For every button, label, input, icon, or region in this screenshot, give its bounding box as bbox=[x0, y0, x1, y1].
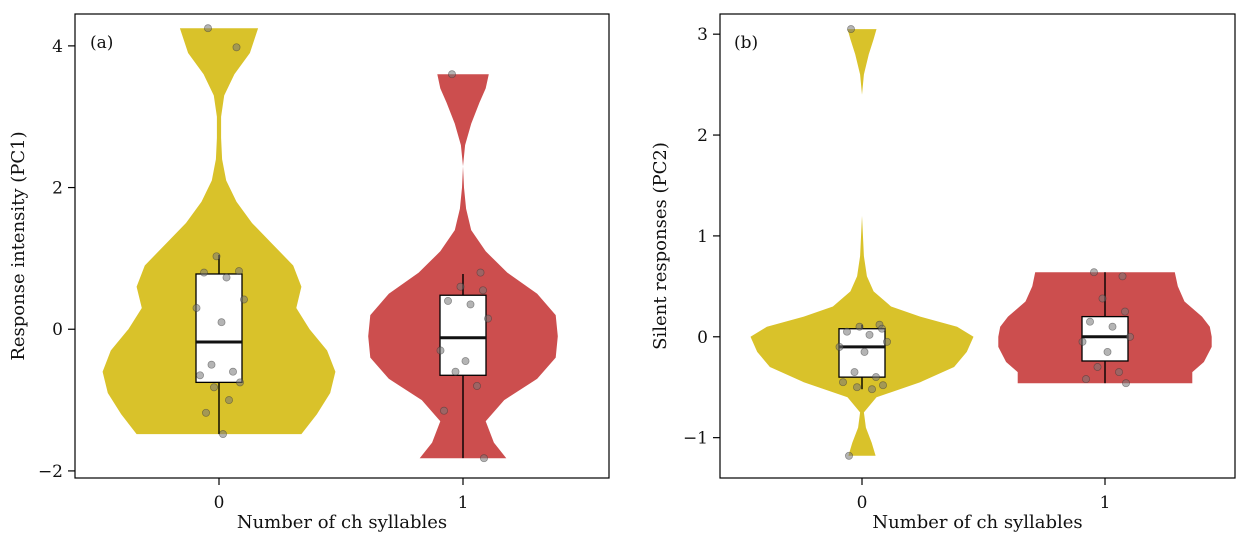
data-point bbox=[451, 367, 460, 376]
data-point bbox=[236, 378, 244, 387]
y-tick-label: 3 bbox=[697, 25, 708, 45]
violin-0 bbox=[102, 28, 336, 435]
y-tick-label: 0 bbox=[697, 328, 708, 348]
y-axis-label: Silent responses (PC2) bbox=[650, 142, 671, 350]
plot-frame bbox=[74, 13, 610, 479]
y-tick-label: 0 bbox=[52, 320, 63, 340]
data-point bbox=[1078, 337, 1087, 346]
data-point bbox=[1115, 368, 1123, 377]
violin-0 bbox=[750, 29, 974, 456]
plot-frame bbox=[719, 13, 1236, 479]
data-point bbox=[839, 378, 847, 387]
data-point bbox=[235, 267, 243, 276]
data-point bbox=[479, 286, 487, 295]
data-point bbox=[835, 342, 844, 351]
data-point bbox=[466, 300, 475, 309]
data-point bbox=[855, 322, 864, 331]
data-point bbox=[850, 368, 859, 377]
data-point bbox=[212, 252, 221, 261]
data-point bbox=[444, 296, 452, 305]
y-tick-label: −1 bbox=[683, 429, 708, 449]
data-point bbox=[217, 318, 226, 327]
data-point bbox=[240, 295, 248, 304]
data-point bbox=[480, 454, 488, 463]
x-tick-label: 1 bbox=[458, 493, 469, 513]
data-point bbox=[845, 451, 853, 460]
data-point bbox=[448, 70, 456, 79]
data-point bbox=[868, 385, 876, 394]
y-axis-label: Response intensity (PC1) bbox=[8, 131, 29, 360]
data-point bbox=[1121, 307, 1129, 316]
y-tick-label: −2 bbox=[38, 462, 63, 482]
data-point bbox=[1086, 317, 1094, 326]
data-point bbox=[865, 330, 874, 339]
data-point bbox=[229, 367, 237, 376]
panel-label: (a) bbox=[90, 33, 113, 53]
data-point bbox=[461, 357, 470, 366]
chart-panel-a: −2 0 2 4 0 1 Number of ch syllables Response in… bbox=[8, 13, 610, 533]
data-point bbox=[192, 304, 201, 312]
violin-1 bbox=[368, 74, 558, 459]
data-point bbox=[484, 314, 492, 323]
data-point bbox=[878, 324, 886, 333]
data-point bbox=[1103, 347, 1112, 356]
y-tick-label: 1 bbox=[697, 227, 708, 247]
chart-panel-b: −1 0 1 2 3 0 1 Number of ch syllables Silent res… bbox=[650, 13, 1236, 533]
data-point bbox=[222, 273, 231, 282]
data-point bbox=[476, 268, 485, 277]
data-point bbox=[1108, 322, 1117, 331]
data-point bbox=[204, 24, 212, 33]
data-point bbox=[1126, 332, 1134, 341]
data-point bbox=[872, 373, 880, 382]
data-point bbox=[1082, 375, 1090, 384]
data-point bbox=[202, 408, 210, 417]
data-point bbox=[473, 381, 481, 390]
data-point bbox=[879, 381, 887, 390]
data-point bbox=[853, 383, 861, 392]
y-tick-label: 2 bbox=[52, 179, 63, 199]
x-axis-label: Number of ch syllables bbox=[872, 512, 1082, 533]
data-point bbox=[1122, 379, 1130, 388]
data-point bbox=[232, 43, 241, 52]
x-tick-label: 1 bbox=[1100, 493, 1111, 513]
data-point bbox=[456, 282, 465, 291]
data-point bbox=[1118, 272, 1127, 281]
data-point bbox=[860, 347, 869, 356]
data-point bbox=[207, 360, 216, 369]
y-tick-label: 4 bbox=[52, 37, 63, 57]
data-point bbox=[883, 337, 891, 346]
data-point bbox=[210, 383, 218, 392]
x-axis-label: Number of ch syllables bbox=[237, 512, 447, 533]
data-point bbox=[1090, 268, 1098, 277]
data-point bbox=[436, 346, 445, 355]
data-point bbox=[1098, 294, 1107, 303]
data-point bbox=[440, 406, 448, 415]
data-point bbox=[219, 430, 227, 439]
data-point bbox=[847, 25, 855, 34]
data-point bbox=[196, 371, 204, 380]
box-0 bbox=[195, 273, 243, 384]
x-tick-label: 0 bbox=[214, 493, 225, 513]
y-tick-label: 2 bbox=[697, 126, 708, 146]
x-tick-label: 0 bbox=[857, 493, 868, 513]
data-point bbox=[200, 268, 208, 277]
data-point bbox=[1093, 363, 1102, 371]
panel-label: (b) bbox=[734, 33, 758, 53]
data-point bbox=[225, 396, 233, 405]
data-point bbox=[843, 327, 851, 336]
